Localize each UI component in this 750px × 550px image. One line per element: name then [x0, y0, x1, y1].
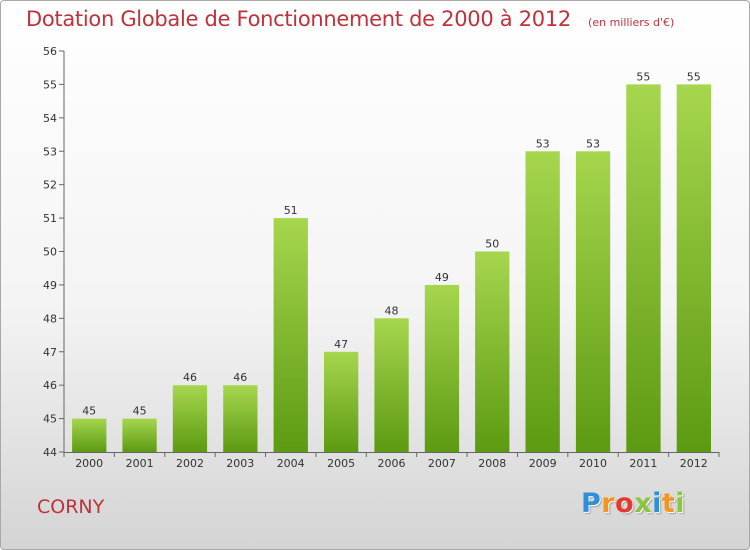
data-label: 46 [233, 371, 247, 384]
data-label: 55 [636, 70, 650, 83]
y-tick-label: 55 [43, 78, 57, 91]
bar [575, 151, 611, 453]
bar [676, 84, 711, 453]
x-tick-label: 2009 [529, 457, 557, 470]
bar [122, 418, 157, 452]
x-tick-label: 2000 [75, 457, 103, 470]
y-tick-label: 56 [43, 45, 57, 58]
data-label: 45 [133, 405, 147, 418]
data-label: 53 [536, 137, 550, 150]
chart-title: Dotation Globale de Fonctionnement de 20… [26, 7, 571, 31]
data-label: 45 [82, 405, 96, 418]
data-label: 49 [435, 271, 449, 284]
x-tick-label: 2005 [327, 457, 355, 470]
brand-logo: Proxiti [581, 488, 685, 519]
labels-layer: 45 2000 45 2001 46 2002 46 2003 51 2004 47 2005 48 20… [43, 45, 708, 470]
x-tick-label: 2007 [428, 457, 456, 470]
data-label: 53 [586, 137, 600, 150]
x-tick-label: 2002 [176, 457, 204, 470]
x-tick-label: 2006 [378, 457, 406, 470]
bar [273, 218, 308, 452]
x-tick-label: 2012 [680, 457, 708, 470]
bar [424, 284, 460, 452]
y-tick-label: 53 [43, 145, 57, 158]
data-label: 51 [284, 204, 298, 217]
bar [172, 385, 208, 452]
axes-layer [59, 50, 720, 457]
data-label: 55 [687, 70, 701, 83]
commune-name: CORNY [37, 496, 105, 518]
bar [374, 318, 409, 452]
chart-subtitle: (en milliers d'€) [588, 16, 675, 29]
bar [475, 251, 510, 452]
data-label: 47 [334, 338, 348, 351]
x-tick-label: 2004 [277, 457, 305, 470]
brand-letter: o [615, 488, 635, 519]
brand-letter: t [661, 488, 676, 519]
y-tick-label: 51 [43, 212, 57, 225]
y-tick-label: 49 [43, 279, 57, 292]
bar [525, 151, 560, 453]
brand-letter: x [634, 488, 653, 519]
x-tick-label: 2003 [226, 457, 254, 470]
y-tick-label: 46 [43, 379, 57, 392]
y-tick-label: 47 [43, 346, 57, 359]
bar [626, 84, 661, 453]
brand-letter: r [601, 488, 616, 519]
bars-layer [72, 84, 711, 453]
bar [223, 385, 258, 452]
brand-letter: i [652, 488, 662, 519]
y-tick-label: 45 [43, 413, 57, 426]
x-tick-label: 2001 [126, 457, 154, 470]
bar [324, 351, 359, 453]
data-label: 50 [485, 238, 499, 251]
title-row: Dotation Globale de Fonctionnement de 20… [26, 7, 674, 31]
y-tick-label: 48 [43, 312, 57, 325]
x-tick-label: 2010 [579, 457, 607, 470]
brand-letter: i [675, 488, 686, 519]
bar [72, 418, 107, 452]
y-tick-label: 54 [43, 112, 57, 125]
brand-letter: P [581, 488, 602, 519]
data-label: 48 [385, 304, 399, 317]
x-tick-label: 2011 [629, 457, 657, 470]
y-tick-label: 44 [43, 446, 57, 459]
data-label: 46 [183, 371, 197, 384]
y-tick-label: 50 [43, 246, 57, 259]
x-tick-label: 2008 [478, 457, 506, 470]
y-tick-label: 52 [43, 179, 57, 192]
